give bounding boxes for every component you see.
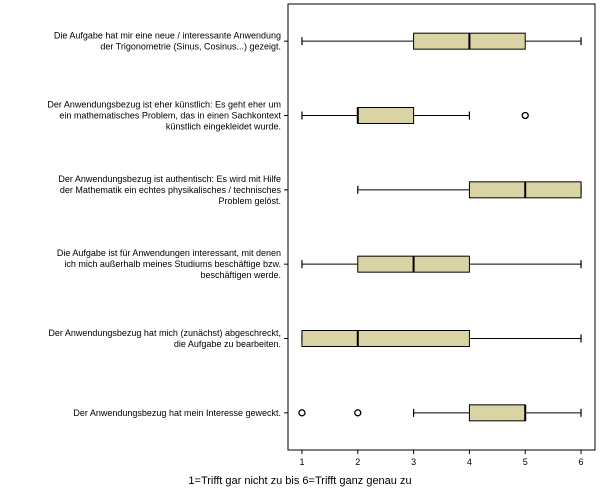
- category-label-line: Die Aufgabe hat mir eine neue / interess…: [54, 31, 281, 41]
- x-tick-label: 1: [299, 457, 304, 467]
- x-axis-title: 1=Trifft gar nicht zu bis 6=Trifft ganz …: [188, 475, 411, 487]
- category-label-line: Der Anwendungsbezug ist authentisch: Es …: [58, 174, 281, 184]
- x-tick-label: 4: [467, 457, 472, 467]
- boxplot-item: [298, 404, 582, 422]
- outlier-point: [298, 409, 306, 417]
- iqr-box: [468, 404, 526, 422]
- category-label-line: künstlich eingekleidet wurde.: [166, 122, 281, 132]
- category-label-line: Die Aufgabe ist für Anwendungen interess…: [57, 248, 281, 258]
- iqr-box: [301, 330, 470, 347]
- boxplot-item: [301, 330, 582, 347]
- boxes-layer: [298, 32, 582, 422]
- boxplot-item: [301, 107, 529, 124]
- category-label-line: Der Anwendungsbezug hat mich (zunächst) …: [48, 328, 281, 338]
- x-tick-label: 6: [579, 457, 584, 467]
- category-label-line: der Trigonometrie (Sinus, Cosinus...) ge…: [100, 42, 281, 52]
- x-tick-label: 2: [355, 457, 360, 467]
- category-label-line: Der Anwendungsbezug hat mein Interesse g…: [73, 408, 281, 418]
- category-label-line: ein mathematisches Problem, das in einen…: [59, 111, 281, 121]
- outlier-point: [354, 409, 362, 417]
- boxplot-item: [357, 181, 582, 199]
- category-label-line: Der Anwendungsbezug ist eher künstlich: …: [47, 100, 281, 110]
- category-label-line: der Mathematik ein echtes physikalisches…: [60, 185, 282, 195]
- category-label-line: ich mich außerhalb meines Studiums besch…: [64, 259, 281, 269]
- category-labels: Die Aufgabe hat mir eine neue / interess…: [47, 31, 281, 418]
- boxplot-item: [301, 32, 582, 50]
- category-label-line: beschäftigen werde.: [200, 270, 281, 280]
- category-label-line: Problem gelöst.: [218, 196, 281, 206]
- x-axis-ticks: 1 2 3 4 5 6: [284, 40, 584, 467]
- plot-area-frame: [287, 3, 596, 451]
- x-tick-label: 3: [411, 457, 416, 467]
- boxplot-item: [301, 255, 582, 273]
- iqr-box: [357, 107, 415, 124]
- category-label-line: die Aufgabe zu bearbeiten.: [174, 339, 281, 349]
- outlier-point: [521, 111, 529, 120]
- x-tick-label: 5: [523, 457, 528, 467]
